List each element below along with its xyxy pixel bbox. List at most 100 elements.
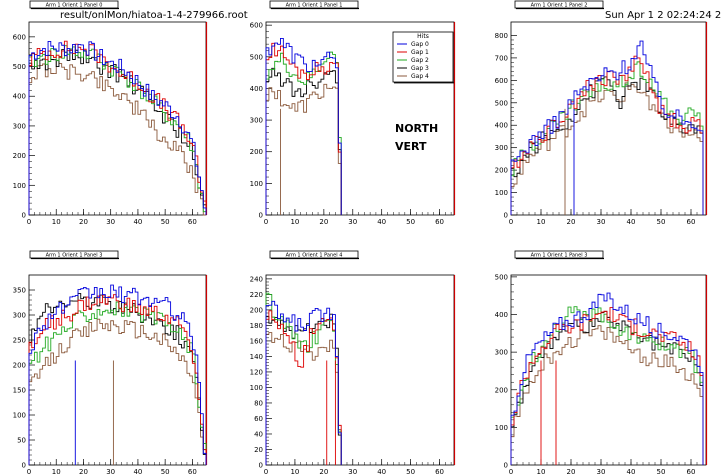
histogram-gap-0 <box>28 40 207 215</box>
y-tick-label: 400 <box>250 85 263 93</box>
panel-title: Arm 1 Orient 1 Panel 4 <box>286 253 343 259</box>
y-tick-label: 0 <box>22 212 26 220</box>
x-tick-label: 40 <box>627 218 636 226</box>
y-tick-label: 300 <box>13 122 26 130</box>
x-tick-label: 40 <box>377 218 386 226</box>
histogram-gap-0 <box>265 300 342 465</box>
panel-title: Arm 1 Orient 1 Panel 3 <box>531 253 588 259</box>
y-tick-label: 400 <box>495 122 508 130</box>
x-tick-label: 0 <box>509 468 513 474</box>
y-tick-label: 0 <box>504 212 508 220</box>
y-tick-label: 500 <box>13 63 26 71</box>
panel-title: Arm 1 Orient 1 Panel 2 <box>531 3 588 9</box>
x-tick-label: 30 <box>348 468 357 474</box>
x-tick-label: 10 <box>537 218 546 226</box>
annotation-north: NORTH <box>395 122 438 135</box>
x-tick-label: 40 <box>133 218 142 226</box>
x-tick-label: 0 <box>27 218 31 226</box>
panel-title: Arm 1 Orient 1 Panel 3 <box>46 253 103 259</box>
x-tick-label: 30 <box>106 468 115 474</box>
x-tick-label: 60 <box>687 468 696 474</box>
y-tick-label: 160 <box>250 337 263 345</box>
y-tick-label: 100 <box>495 189 508 197</box>
x-tick-label: 50 <box>657 218 666 226</box>
x-tick-label: 10 <box>52 218 61 226</box>
histogram-gap-1 <box>510 307 704 465</box>
histogram-gap-2 <box>265 51 342 215</box>
x-tick-label: 60 <box>435 468 444 474</box>
y-tick-label: 0 <box>259 212 263 220</box>
y-tick-label: 60 <box>254 415 263 423</box>
y-tick-label: 300 <box>495 144 508 152</box>
x-tick-label: 30 <box>106 218 115 226</box>
plot-frame <box>28 21 207 216</box>
y-tick-label: 150 <box>13 387 26 395</box>
histogram-gap-0 <box>28 284 207 465</box>
histogram-gap-4 <box>28 59 206 216</box>
timestamp-label: Sun Apr 1 2 02:24:24 2009 <box>605 10 721 21</box>
y-tick-label: 400 <box>495 311 508 319</box>
x-tick-label: 60 <box>687 218 696 226</box>
x-tick-label: 0 <box>264 218 268 226</box>
histogram-gap-3 <box>265 67 342 215</box>
histogram-gap-3 <box>28 293 207 465</box>
x-tick-label: 50 <box>406 468 415 474</box>
x-tick-label: 10 <box>290 218 299 226</box>
y-tick-label: 300 <box>250 117 263 125</box>
y-tick-label: 0 <box>504 462 508 470</box>
x-tick-label: 50 <box>406 218 415 226</box>
plot-frame <box>510 21 707 216</box>
y-tick-label: 140 <box>250 353 263 361</box>
x-tick-label: 50 <box>161 468 170 474</box>
y-tick-label: 220 <box>250 291 263 299</box>
annotation-vert: VERT <box>395 140 427 153</box>
legend-entry: Gap 2 <box>411 57 429 64</box>
x-tick-label: 60 <box>435 218 444 226</box>
histogram-gap-1 <box>265 42 342 215</box>
y-tick-label: 350 <box>13 287 26 295</box>
y-tick-label: 100 <box>495 424 508 432</box>
y-tick-label: 120 <box>250 368 263 376</box>
histogram-gap-2 <box>28 301 207 465</box>
y-tick-label: 400 <box>13 93 26 101</box>
x-tick-label: 40 <box>627 468 636 474</box>
histogram-gap-0 <box>265 38 342 215</box>
x-tick-label: 0 <box>27 468 31 474</box>
x-tick-label: 30 <box>597 218 606 226</box>
x-tick-label: 20 <box>567 218 576 226</box>
y-tick-label: 200 <box>495 167 508 175</box>
y-tick-label: 100 <box>13 182 26 190</box>
y-tick-label: 0 <box>259 462 263 470</box>
y-tick-label: 300 <box>495 349 508 357</box>
y-tick-label: 20 <box>254 446 263 454</box>
histogram-gap-4 <box>265 83 342 215</box>
y-tick-label: 500 <box>250 53 263 61</box>
histogram-gap-3 <box>510 76 704 215</box>
y-tick-label: 700 <box>495 54 508 62</box>
file-name-label: result/onlMon/hiatoa-1-4-279966.root <box>60 10 248 21</box>
x-tick-label: 0 <box>509 218 513 226</box>
y-tick-label: 600 <box>13 33 26 41</box>
y-tick-label: 0 <box>22 462 26 470</box>
histogram-gap-4 <box>28 318 207 465</box>
x-tick-label: 10 <box>290 468 299 474</box>
x-tick-label: 20 <box>567 468 576 474</box>
histogram-gap-4 <box>510 82 704 215</box>
y-tick-label: 500 <box>495 99 508 107</box>
x-tick-label: 20 <box>79 218 88 226</box>
y-tick-label: 200 <box>13 362 26 370</box>
y-tick-label: 500 <box>495 273 508 281</box>
histogram-gap-3 <box>265 313 342 465</box>
x-tick-label: 10 <box>52 468 61 474</box>
y-tick-label: 100 <box>13 412 26 420</box>
histogram-gap-2 <box>28 45 207 215</box>
x-tick-label: 60 <box>188 218 197 226</box>
x-tick-label: 0 <box>264 468 268 474</box>
y-tick-label: 180 <box>250 322 263 330</box>
plot-frame <box>28 274 207 466</box>
legend-box <box>392 31 454 83</box>
x-tick-label: 20 <box>319 218 328 226</box>
x-tick-label: 60 <box>188 468 197 474</box>
legend-entry: Gap 1 <box>411 49 429 56</box>
